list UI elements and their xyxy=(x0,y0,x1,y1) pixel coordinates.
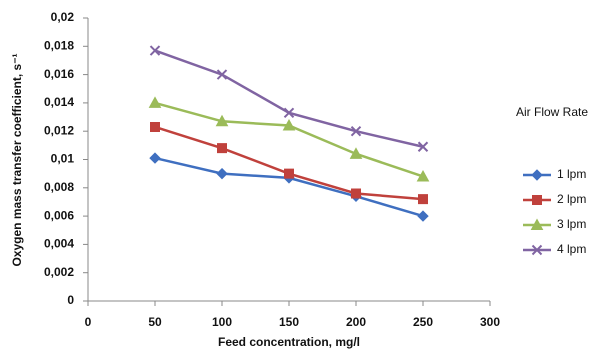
marker xyxy=(217,143,227,154)
marker xyxy=(418,194,428,205)
series-line xyxy=(154,156,424,218)
x-tick-label: 100 xyxy=(212,315,232,329)
marker xyxy=(351,188,361,199)
marker xyxy=(417,141,429,152)
legend-marker xyxy=(530,218,544,230)
y-tick-label: 0,018 xyxy=(44,38,74,52)
legend-label: 3 lpm xyxy=(557,217,586,231)
x-tick-label: 300 xyxy=(480,315,500,329)
x-tick-label: 50 xyxy=(148,315,162,329)
y-tick-label: 0,02 xyxy=(51,10,75,24)
marker xyxy=(216,167,228,180)
marker xyxy=(149,152,161,164)
marker xyxy=(150,121,160,132)
legend-marker xyxy=(532,195,542,205)
y-tick-label: 0,006 xyxy=(44,208,74,222)
x-tick-label: 0 xyxy=(85,315,92,329)
y-tick-label: 0,016 xyxy=(44,67,74,81)
marker xyxy=(282,119,296,131)
x-tick-label: 250 xyxy=(413,315,433,329)
legend-label: 1 lpm xyxy=(557,167,586,181)
marker xyxy=(350,125,362,137)
marker xyxy=(216,69,228,80)
y-axis-label: Oxygen mass transfer coefficient, s⁻¹ xyxy=(10,53,24,266)
legend-marker xyxy=(531,244,543,256)
series-line xyxy=(154,49,424,148)
y-tick-label: 0,01 xyxy=(51,152,75,166)
x-tick-label: 200 xyxy=(346,315,366,329)
y-tick-label: 0,014 xyxy=(44,95,74,109)
x-tick-label: 150 xyxy=(279,315,299,329)
x-axis-label: Feed concentration, mg/l xyxy=(218,335,360,349)
y-tick-label: 0,012 xyxy=(44,123,74,137)
marker xyxy=(148,96,162,108)
y-tick-label: 0,004 xyxy=(44,237,74,251)
marker xyxy=(284,168,294,179)
legend-title: Air Flow Rate xyxy=(516,105,588,119)
marker xyxy=(349,147,363,159)
legend-label: 4 lpm xyxy=(557,242,586,256)
y-tick-label: 0,008 xyxy=(44,180,74,194)
marker xyxy=(215,114,229,127)
marker xyxy=(417,210,429,222)
marker xyxy=(416,169,430,182)
legend-label: 2 lpm xyxy=(557,192,586,206)
marker xyxy=(283,107,295,119)
y-tick-label: 0 xyxy=(67,293,74,307)
legend-marker xyxy=(531,169,543,181)
y-tick-label: 0,002 xyxy=(44,265,74,279)
marker xyxy=(149,45,161,56)
